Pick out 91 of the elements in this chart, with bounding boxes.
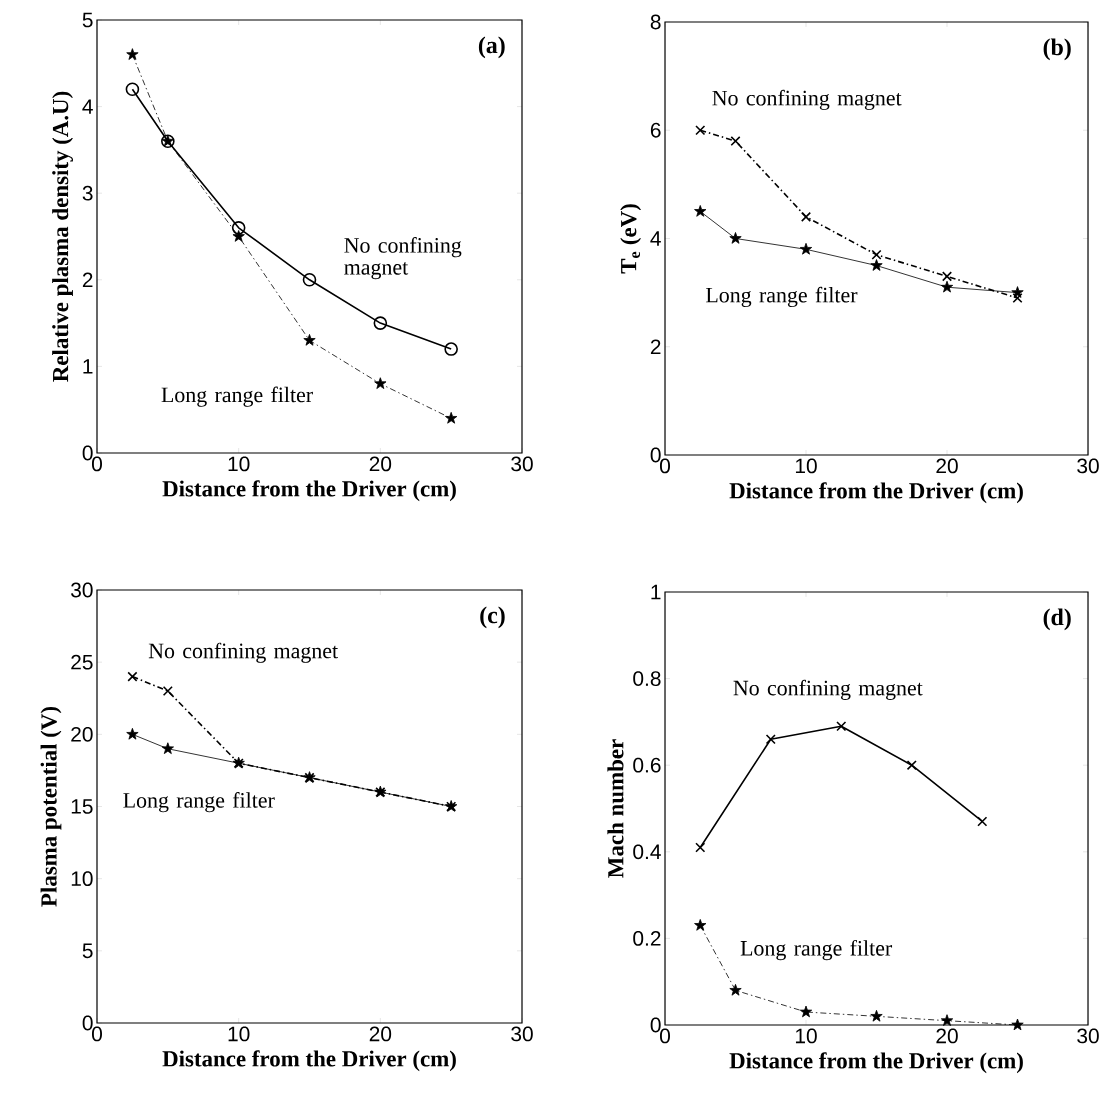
y-tick-label: 10 <box>71 871 93 887</box>
x-tick-label: 10 <box>228 456 250 472</box>
point <box>729 232 742 244</box>
point <box>765 734 776 745</box>
point <box>871 249 882 260</box>
point <box>836 721 847 732</box>
y-axis-title: Plasma potential (V) <box>40 706 62 907</box>
point <box>1012 292 1023 304</box>
y-tick-label: 0.8 <box>633 671 661 686</box>
y-tick-label: 5 <box>82 943 93 959</box>
y-tick-label: 6 <box>650 122 661 138</box>
x-tick-label: 20 <box>936 1028 958 1044</box>
x-tick-label: 10 <box>228 1026 250 1042</box>
point <box>444 342 458 356</box>
point <box>694 919 707 931</box>
text: (a) <box>478 36 505 59</box>
y-axis-title: T$_{e}$ (eV) <box>620 204 642 274</box>
series-label: No confining magnet <box>148 642 338 663</box>
point <box>125 82 140 97</box>
point <box>730 136 741 147</box>
point <box>126 48 139 60</box>
y-axis-title: Relative plasma density (A.U) <box>52 91 74 382</box>
point <box>941 271 953 282</box>
x-axis-title: Distance from the Driver (cm) <box>729 1052 1023 1074</box>
x-tick-label: 20 <box>369 1026 392 1042</box>
x-axis-title: Distance from the Driver (cm) <box>162 480 456 502</box>
series-label: Long range filter <box>161 386 313 407</box>
x-tick-label: 10 <box>795 458 817 474</box>
point <box>800 211 812 222</box>
point <box>126 727 139 740</box>
point <box>940 1014 954 1026</box>
y-tick-label: 2 <box>82 272 93 288</box>
y-tick-label: 20 <box>71 726 93 742</box>
point <box>231 221 246 235</box>
point <box>940 280 954 293</box>
point <box>870 1009 883 1022</box>
text: (b) <box>1043 38 1071 61</box>
series-label: Long range filter <box>706 286 858 308</box>
point <box>695 125 706 136</box>
point <box>303 334 316 346</box>
series-label: Long range filter <box>123 792 275 813</box>
y-tick-label: 4 <box>82 99 93 114</box>
y-tick-label: 25 <box>71 654 93 670</box>
y-tick-label: 2 <box>650 339 661 355</box>
x-tick-label: 10 <box>795 1028 817 1044</box>
point <box>374 377 387 389</box>
x-tick-label: 30 <box>511 456 533 472</box>
x-tick-label: 30 <box>1077 1028 1099 1044</box>
point <box>799 242 813 255</box>
y-tick-label: 1 <box>651 584 661 600</box>
y-tick-label: 0 <box>82 445 93 461</box>
y-tick-label: 30 <box>71 582 93 598</box>
y-tick-label: 0 <box>82 1015 93 1031</box>
point <box>127 671 138 682</box>
series-label: No confining magnet <box>712 89 902 111</box>
series-label: No confining magnet <box>344 237 462 280</box>
point <box>694 205 707 217</box>
y-tick-label: 1 <box>83 359 93 374</box>
x-tick-label: 30 <box>1077 458 1099 474</box>
y-tick-label: 15 <box>71 799 93 814</box>
y-axis-title: Mach number <box>607 739 624 878</box>
y-tick-label: 0.4 <box>633 844 661 860</box>
x-tick-label: 20 <box>936 458 958 474</box>
point <box>977 816 988 827</box>
point <box>302 272 317 287</box>
point <box>1011 286 1024 298</box>
point <box>445 411 458 424</box>
point <box>870 259 883 271</box>
y-tick-label: 3 <box>82 185 93 201</box>
x-axis-title: Distance from the Driver (cm) <box>729 482 1023 504</box>
y-tick-label: 8 <box>650 14 661 30</box>
point <box>799 1005 813 1018</box>
text: (d) <box>1043 608 1071 631</box>
y-tick-label: 5 <box>82 12 93 28</box>
series-label: No confining magnet <box>733 679 923 700</box>
x-axis-title: Distance from the Driver (cm) <box>162 1050 456 1072</box>
point <box>695 842 706 853</box>
point <box>161 742 174 755</box>
x-tick-label: 30 <box>511 1026 533 1042</box>
point <box>232 230 245 242</box>
point <box>906 760 917 771</box>
point <box>729 983 742 996</box>
point <box>162 685 173 697</box>
series-label: Long range filter <box>740 940 893 961</box>
x-tick-label: 20 <box>369 456 392 472</box>
text: (c) <box>480 606 505 629</box>
point <box>1011 1018 1024 1031</box>
point <box>373 316 388 330</box>
y-tick-label: 0.6 <box>633 757 661 773</box>
y-tick-label: 4 <box>650 231 661 246</box>
y-tick-label: 0.2 <box>633 930 661 946</box>
